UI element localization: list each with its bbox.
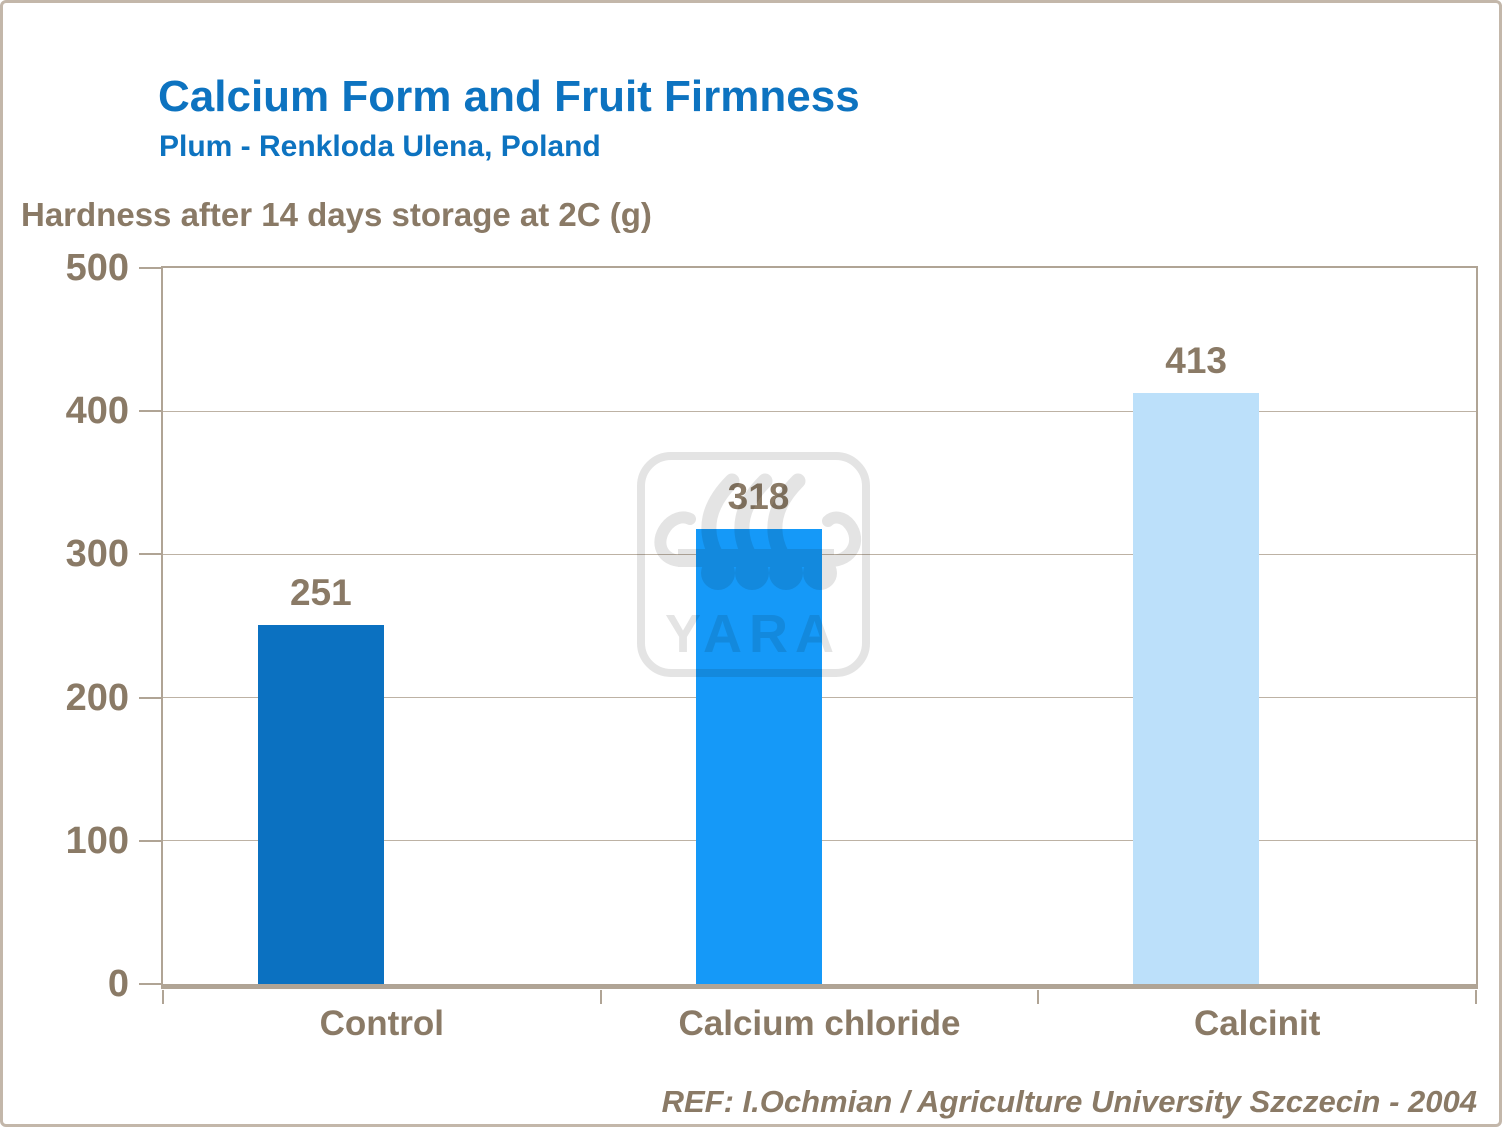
bar-value-label: 251 — [289, 571, 352, 613]
y-axis-tick — [139, 839, 163, 842]
y-axis-tick — [139, 983, 163, 985]
y-axis-tick-label: 200 — [65, 676, 129, 719]
bar-value-label: 413 — [1165, 339, 1228, 381]
page-subtitle: Plum - Renkloda Ulena, Poland — [159, 130, 601, 163]
x-axis-tick — [1037, 990, 1040, 1004]
y-axis-tick-label: 300 — [65, 533, 129, 576]
x-axis-tick — [599, 990, 602, 1004]
bar — [257, 624, 384, 984]
y-axis-tick-label: 100 — [65, 819, 129, 862]
plot-area: 251 318 413 — [161, 266, 1478, 989]
x-axis-tick — [1475, 990, 1477, 1004]
bar-value-label: 318 — [727, 475, 790, 517]
y-axis-tick-label: 500 — [65, 247, 129, 289]
y-axis-tick-label: 400 — [65, 390, 129, 433]
y-axis-tick — [139, 267, 163, 269]
category-label: Control — [319, 1004, 445, 1043]
y-axis-tick — [139, 553, 163, 556]
bar — [1133, 392, 1260, 984]
y-axis-tick — [139, 410, 163, 413]
bar — [695, 528, 822, 984]
category-label: Calcinit — [1193, 1004, 1321, 1043]
gridline — [163, 410, 1476, 412]
y-axis-title: Hardness after 14 days storage at 2C (g) — [21, 196, 652, 233]
page-title: Calcium Form and Fruit Firmness — [158, 72, 860, 121]
category-label: Calcium chloride — [678, 1004, 961, 1043]
footer-reference: REF: I.Ochmian / Agriculture University … — [661, 1084, 1477, 1120]
y-axis-tick-label: 0 — [107, 963, 129, 1005]
y-axis-tick — [139, 696, 163, 699]
x-axis-tick — [162, 990, 164, 1004]
